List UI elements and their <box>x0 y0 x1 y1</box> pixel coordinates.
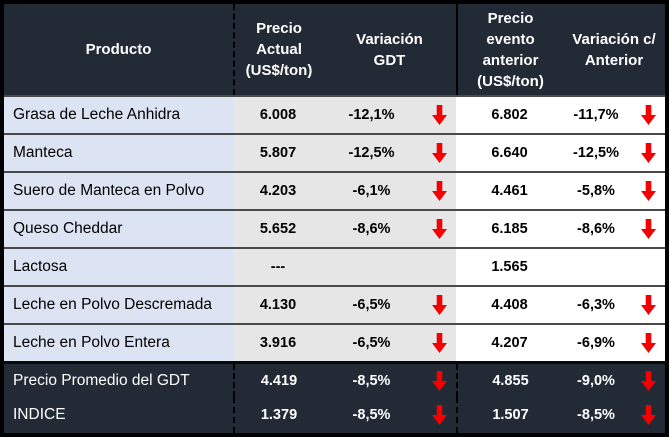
down-arrow-icon <box>432 295 447 315</box>
down-arrow-icon <box>432 105 447 125</box>
table-row-indice: INDICE 1.379 -8,5% 1.507 -8,5% <box>4 397 665 433</box>
variacion-anterior-cell-empty <box>563 249 665 285</box>
precio-actual-value: 5.807 <box>233 135 323 171</box>
column-header-producto: Producto <box>85 41 152 58</box>
product-name: Queso Cheddar <box>4 211 233 247</box>
table-row-suero-manteca-polvo: Suero de Manteca en Polvo 4.203 -6,1% 4.… <box>4 171 665 209</box>
variacion-gdt-value: -6,1% <box>352 183 391 199</box>
variacion-gdt-cell: -8,5% <box>323 364 456 397</box>
precio-evento-value: 6.185 <box>456 211 563 247</box>
precio-actual-value: 4.203 <box>233 173 323 209</box>
variacion-gdt-value: -8,6% <box>352 221 391 237</box>
variacion-gdt-cell: -6,5% <box>323 325 456 361</box>
variacion-anterior-cell: -8,6% <box>563 211 665 247</box>
precio-actual-value: 6.008 <box>233 97 323 133</box>
variacion-gdt-value: -6,5% <box>352 297 391 313</box>
variacion-anterior-cell: -11,7% <box>563 97 665 133</box>
down-arrow-icon <box>641 295 656 315</box>
variacion-anterior-value: -8,6% <box>577 221 615 237</box>
variacion-anterior-value: -12,5% <box>573 145 619 161</box>
variacion-anterior-value: -5,8% <box>577 183 615 199</box>
precio-evento-value: 4.461 <box>456 173 563 209</box>
down-arrow-icon <box>432 370 447 391</box>
product-name: Leche en Polvo Descremada <box>4 287 233 323</box>
variacion-anterior-value: -6,9% <box>577 335 615 351</box>
column-header-variacion-gdt: Variación GDT <box>356 30 423 69</box>
down-arrow-icon <box>641 219 656 239</box>
variacion-anterior-cell: -8,5% <box>563 397 665 433</box>
precio-actual-value: --- <box>233 249 323 285</box>
down-arrow-icon <box>641 143 656 163</box>
variacion-anterior-cell: -9,0% <box>563 364 665 397</box>
table-row-precio-promedio-gdt: Precio Promedio del GDT 4.419 -8,5% 4.85… <box>4 361 665 397</box>
precio-evento-value: 4.408 <box>456 287 563 323</box>
product-name: Precio Promedio del GDT <box>13 371 190 389</box>
column-header-precio-actual: Precio Actual (US$/ton) <box>233 4 323 95</box>
variacion-gdt-cell: -6,5% <box>323 287 456 323</box>
down-arrow-icon <box>432 181 447 201</box>
precio-actual-value: 5.652 <box>233 211 323 247</box>
variacion-gdt-cell: -6,1% <box>323 173 456 209</box>
table-row-queso-cheddar: Queso Cheddar 5.652 -8,6% 6.185 -8,6% <box>4 209 665 247</box>
product-name: Lactosa <box>4 249 233 285</box>
down-arrow-icon <box>641 405 656 425</box>
variacion-anterior-cell: -5,8% <box>563 173 665 209</box>
precio-evento-value: 1.507 <box>456 397 563 433</box>
precio-evento-value: 1.565 <box>456 249 563 285</box>
product-name: Grasa de Leche Anhidra <box>4 97 233 133</box>
variacion-gdt-cell-empty <box>323 249 456 285</box>
variacion-anterior-cell: -12,5% <box>563 135 665 171</box>
table-row-grasa-leche-anhidra: Grasa de Leche Anhidra 6.008 -12,1% 6.80… <box>4 95 665 133</box>
table-row-manteca: Manteca 5.807 -12,5% 6.640 -12,5% <box>4 133 665 171</box>
precio-evento-value: 6.802 <box>456 97 563 133</box>
down-arrow-icon <box>641 370 656 391</box>
down-arrow-icon <box>641 181 656 201</box>
variacion-gdt-value: -12,5% <box>348 145 395 161</box>
down-arrow-icon <box>641 333 656 353</box>
column-header-precio-evento: Precio evento anterior (US$/ton) <box>456 4 563 95</box>
precio-actual-value: 4.130 <box>233 287 323 323</box>
column-header-variacion-anterior: Variación c/ Anterior <box>572 30 656 69</box>
precio-actual-value: 1.379 <box>233 397 323 433</box>
precio-actual-value: 4.419 <box>233 364 323 397</box>
variacion-gdt-cell: -12,5% <box>323 135 456 171</box>
variacion-gdt-cell: -8,6% <box>323 211 456 247</box>
variacion-gdt-cell: -8,5% <box>323 397 456 433</box>
down-arrow-icon <box>432 219 447 239</box>
variacion-gdt-value: -12,1% <box>348 107 395 123</box>
variacion-gdt-value: -8,5% <box>352 372 391 389</box>
variacion-anterior-cell: -6,3% <box>563 287 665 323</box>
precio-evento-value: 4.855 <box>456 364 563 397</box>
down-arrow-icon <box>432 143 447 163</box>
product-name: Suero de Manteca en Polvo <box>4 173 233 209</box>
variacion-anterior-value: -6,3% <box>577 297 615 313</box>
product-name: Leche en Polvo Entera <box>4 325 233 361</box>
table-row-leche-polvo-descremada: Leche en Polvo Descremada 4.130 -6,5% 4.… <box>4 285 665 323</box>
product-name: INDICE <box>13 406 66 423</box>
precio-evento-value: 4.207 <box>456 325 563 361</box>
variacion-anterior-value: -8,5% <box>577 407 615 423</box>
precio-evento-value: 6.640 <box>456 135 563 171</box>
variacion-gdt-cell: -12,1% <box>323 97 456 133</box>
table-header-row: Producto Precio Actual (US$/ton) Variaci… <box>4 4 665 95</box>
product-name: Manteca <box>4 135 233 171</box>
precio-actual-value: 3.916 <box>233 325 323 361</box>
table-row-leche-polvo-entera: Leche en Polvo Entera 3.916 -6,5% 4.207 … <box>4 323 665 361</box>
table-row-lactosa: Lactosa --- 1.565 <box>4 247 665 285</box>
variacion-gdt-value: -8,5% <box>352 407 391 423</box>
variacion-anterior-value: -9,0% <box>577 372 615 389</box>
down-arrow-icon <box>432 333 447 353</box>
variacion-anterior-cell: -6,9% <box>563 325 665 361</box>
variacion-anterior-value: -11,7% <box>573 107 619 123</box>
variacion-gdt-value: -6,5% <box>352 335 391 351</box>
down-arrow-icon <box>641 105 656 125</box>
down-arrow-icon <box>432 405 447 425</box>
